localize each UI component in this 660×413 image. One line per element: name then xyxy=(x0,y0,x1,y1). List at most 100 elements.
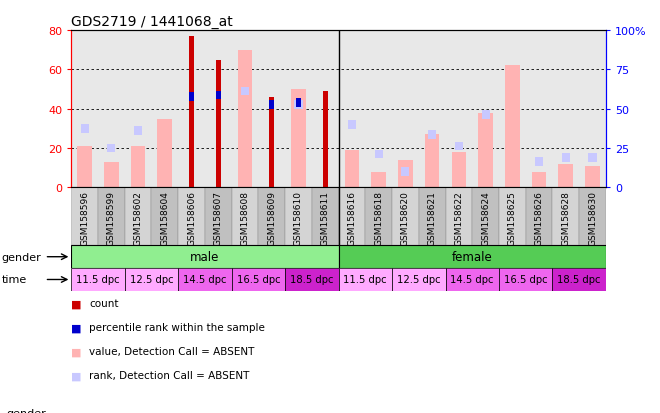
Bar xyxy=(294,101,302,110)
Bar xyxy=(291,90,306,188)
Text: GSM158606: GSM158606 xyxy=(187,191,196,246)
Bar xyxy=(478,113,493,188)
Bar xyxy=(269,101,275,110)
Bar xyxy=(259,188,285,246)
Bar xyxy=(372,172,386,188)
Bar xyxy=(232,188,259,246)
Bar xyxy=(505,66,519,188)
Text: GSM158602: GSM158602 xyxy=(133,191,143,246)
Text: GSM158622: GSM158622 xyxy=(454,191,463,245)
Text: ■: ■ xyxy=(71,299,82,309)
Text: GSM158621: GSM158621 xyxy=(428,191,437,246)
Bar xyxy=(499,188,526,246)
Bar xyxy=(189,37,194,188)
Bar xyxy=(366,188,392,246)
Bar xyxy=(499,268,552,291)
Bar xyxy=(71,246,339,268)
Bar xyxy=(348,121,356,130)
Bar xyxy=(158,119,172,188)
Bar xyxy=(312,188,339,246)
Bar xyxy=(81,125,88,133)
Bar xyxy=(428,131,436,139)
Text: rank, Detection Call = ABSENT: rank, Detection Call = ABSENT xyxy=(89,370,249,380)
Bar xyxy=(296,99,301,108)
Bar xyxy=(579,188,606,246)
Text: male: male xyxy=(190,251,220,263)
Text: 14.5 dpc: 14.5 dpc xyxy=(451,275,494,285)
Bar xyxy=(339,188,366,246)
Text: 18.5 dpc: 18.5 dpc xyxy=(290,275,333,285)
Bar xyxy=(205,188,232,246)
Text: 12.5 dpc: 12.5 dpc xyxy=(129,275,174,285)
Text: GDS2719 / 1441068_at: GDS2719 / 1441068_at xyxy=(71,14,233,28)
Text: GSM158596: GSM158596 xyxy=(80,191,89,246)
Text: 18.5 dpc: 18.5 dpc xyxy=(558,275,601,285)
Text: ■: ■ xyxy=(71,323,82,332)
Text: value, Detection Call = ABSENT: value, Detection Call = ABSENT xyxy=(89,347,255,356)
Text: GSM158628: GSM158628 xyxy=(561,191,570,246)
Bar xyxy=(339,268,392,291)
Text: 12.5 dpc: 12.5 dpc xyxy=(397,275,441,285)
Bar xyxy=(339,246,606,268)
Text: GSM158624: GSM158624 xyxy=(481,191,490,245)
Bar xyxy=(104,162,119,188)
Text: GSM158611: GSM158611 xyxy=(321,191,330,246)
Bar xyxy=(232,268,285,291)
Bar xyxy=(446,188,473,246)
Bar xyxy=(562,154,570,163)
Bar xyxy=(77,147,92,188)
Bar xyxy=(189,93,194,102)
Text: 16.5 dpc: 16.5 dpc xyxy=(236,275,280,285)
Bar xyxy=(241,88,249,96)
Text: percentile rank within the sample: percentile rank within the sample xyxy=(89,323,265,332)
Text: GSM158607: GSM158607 xyxy=(214,191,223,246)
Text: GSM158620: GSM158620 xyxy=(401,191,410,246)
Bar xyxy=(425,135,440,188)
Bar xyxy=(131,147,145,188)
Text: gender: gender xyxy=(1,252,41,262)
Bar xyxy=(532,172,546,188)
Text: GSM158608: GSM158608 xyxy=(240,191,249,246)
Text: time: time xyxy=(1,275,26,285)
Text: GSM158616: GSM158616 xyxy=(347,191,356,246)
Text: GSM158625: GSM158625 xyxy=(508,191,517,246)
Bar xyxy=(71,188,98,246)
Bar xyxy=(345,151,359,188)
Text: count: count xyxy=(89,299,119,309)
Bar xyxy=(238,50,252,188)
Text: GSM158609: GSM158609 xyxy=(267,191,277,246)
Text: 16.5 dpc: 16.5 dpc xyxy=(504,275,548,285)
Bar xyxy=(178,188,205,246)
Text: ■: ■ xyxy=(71,347,82,356)
Bar xyxy=(585,166,600,188)
Bar xyxy=(216,91,221,100)
Text: 11.5 dpc: 11.5 dpc xyxy=(343,275,387,285)
Text: female: female xyxy=(452,251,492,263)
Bar xyxy=(401,168,409,177)
Text: GSM158626: GSM158626 xyxy=(535,191,544,246)
Bar xyxy=(285,268,339,291)
Text: GSM158604: GSM158604 xyxy=(160,191,170,246)
Bar xyxy=(446,268,499,291)
Text: GSM158599: GSM158599 xyxy=(107,191,116,246)
Bar xyxy=(535,158,543,167)
Bar xyxy=(419,188,446,246)
Bar xyxy=(589,154,597,163)
Bar xyxy=(558,164,573,188)
Text: 11.5 dpc: 11.5 dpc xyxy=(76,275,120,285)
Bar xyxy=(125,188,152,246)
Bar xyxy=(178,268,232,291)
Bar xyxy=(98,188,125,246)
Text: GSM158610: GSM158610 xyxy=(294,191,303,246)
Bar xyxy=(125,268,178,291)
Bar xyxy=(455,142,463,151)
Bar xyxy=(392,188,419,246)
Bar xyxy=(482,111,490,120)
Bar xyxy=(71,268,125,291)
Bar xyxy=(285,188,312,246)
Bar xyxy=(216,60,221,188)
Bar xyxy=(473,188,499,246)
Text: gender: gender xyxy=(7,408,46,413)
Text: GSM158630: GSM158630 xyxy=(588,191,597,246)
Bar xyxy=(152,188,178,246)
